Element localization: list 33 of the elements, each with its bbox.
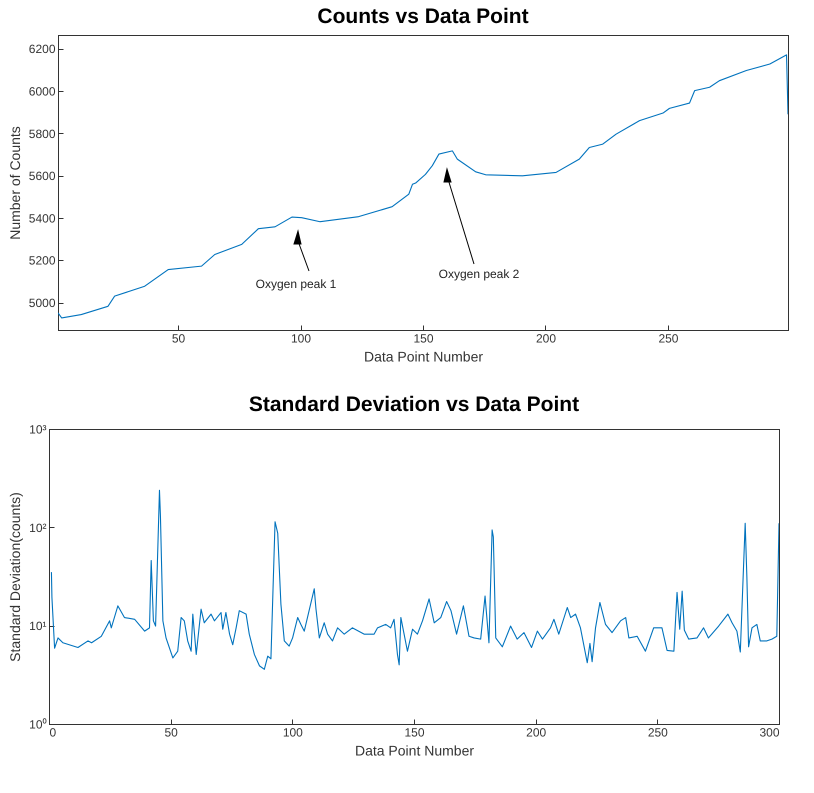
y-tick-label: 5200 (28, 254, 56, 268)
chart-title: Counts vs Data Point (317, 5, 529, 28)
x-axis-title: Data Point Number (354, 742, 474, 758)
x-tick-label: 250 (648, 726, 668, 740)
y-tick-label: 10⁰ (29, 718, 46, 732)
y-tick-label: 5800 (28, 126, 56, 141)
y-tick-label: 6000 (28, 84, 56, 99)
annotation: Oxygen peak 1 (256, 277, 337, 291)
annotation: Oxygen peak 2 (438, 267, 520, 281)
y-tick-label: 5600 (28, 169, 56, 184)
line-series (58, 54, 788, 318)
line-series (50, 490, 779, 670)
x-tick-label: 250 (658, 332, 679, 346)
x-tick-label: 300 (759, 726, 780, 740)
x-tick-label: 100 (291, 332, 312, 346)
y-axis-title: Number of Counts (6, 126, 23, 240)
x-tick-label: 50 (164, 726, 178, 740)
x-tick-label: 50 (172, 332, 186, 346)
chart-title: Standard Deviation vs Data Point (248, 393, 580, 416)
y-tick-label: 6200 (28, 42, 56, 56)
y-tick-label: 10¹ (29, 619, 47, 634)
x-tick-label: 150 (413, 332, 434, 346)
y-tick-label: 5400 (28, 211, 56, 226)
x-tick-label: 150 (404, 726, 425, 740)
y-tick-label: 5000 (28, 296, 56, 310)
y-tick-label: 10² (29, 520, 47, 535)
y-tick-label: 10³ (29, 422, 47, 436)
y-axis-title: Standard Deviation(counts) (7, 492, 24, 662)
x-tick-label: 100 (282, 726, 304, 740)
x-axis-title: Data Point Number (364, 348, 484, 364)
x-tick-label: 200 (536, 332, 556, 346)
x-tick-label: 0 (50, 726, 56, 740)
x-tick-label: 200 (526, 726, 546, 740)
